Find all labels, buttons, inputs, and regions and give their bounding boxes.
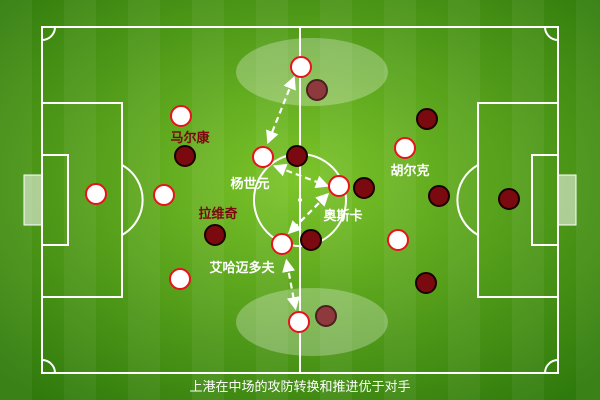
home-player-oscar: [328, 175, 350, 197]
home-player: [153, 184, 175, 206]
away-player: [498, 188, 520, 210]
away-player: [416, 108, 438, 130]
home-player: [290, 56, 312, 78]
center-spot: [298, 198, 302, 202]
pass-arrow: [287, 192, 330, 235]
right-penalty-arc: [456, 164, 479, 236]
pass-arrow: [282, 258, 300, 311]
home-player-yang-shiyuan: [252, 146, 274, 168]
player-label-akhmedov: 艾哈迈多夫: [209, 260, 275, 276]
corner-arc: [544, 26, 559, 41]
home-player: [169, 268, 191, 290]
caption: 上港在中场的攻防转换和推进优于对手: [189, 379, 410, 395]
home-player: [288, 311, 310, 333]
away-player: [204, 224, 226, 246]
away-player: [415, 272, 437, 294]
away-player: [300, 229, 322, 251]
away-player-faded: [306, 79, 328, 101]
corner-arc: [41, 359, 56, 374]
home-player: [170, 105, 192, 127]
corner-arc: [41, 26, 56, 41]
away-player: [286, 145, 308, 167]
home-player-akhmedov: [271, 233, 293, 255]
home-player-hulk: [394, 137, 416, 159]
pass-arrow: [266, 75, 296, 145]
away-player: [428, 185, 450, 207]
home-player: [387, 229, 409, 251]
player-label-ravic: 拉维奇: [198, 206, 237, 222]
pass-arrow: [272, 163, 330, 189]
away-player-faded: [315, 305, 337, 327]
home-goalkeeper: [85, 183, 107, 205]
left-penalty-arc: [121, 164, 144, 236]
player-label-malcom: 马尔康: [170, 130, 210, 146]
player-label-yang-shiyuan: 杨世元: [230, 176, 269, 192]
away-player: [174, 145, 196, 167]
away-player: [353, 177, 375, 199]
left-goal: [23, 174, 43, 226]
highlight-zone-bottom: [236, 288, 388, 356]
player-label-hulk: 胡尔克: [390, 163, 429, 179]
player-label-oscar: 奥斯卡: [323, 208, 362, 224]
right-goal: [557, 174, 577, 226]
corner-arc: [544, 359, 559, 374]
